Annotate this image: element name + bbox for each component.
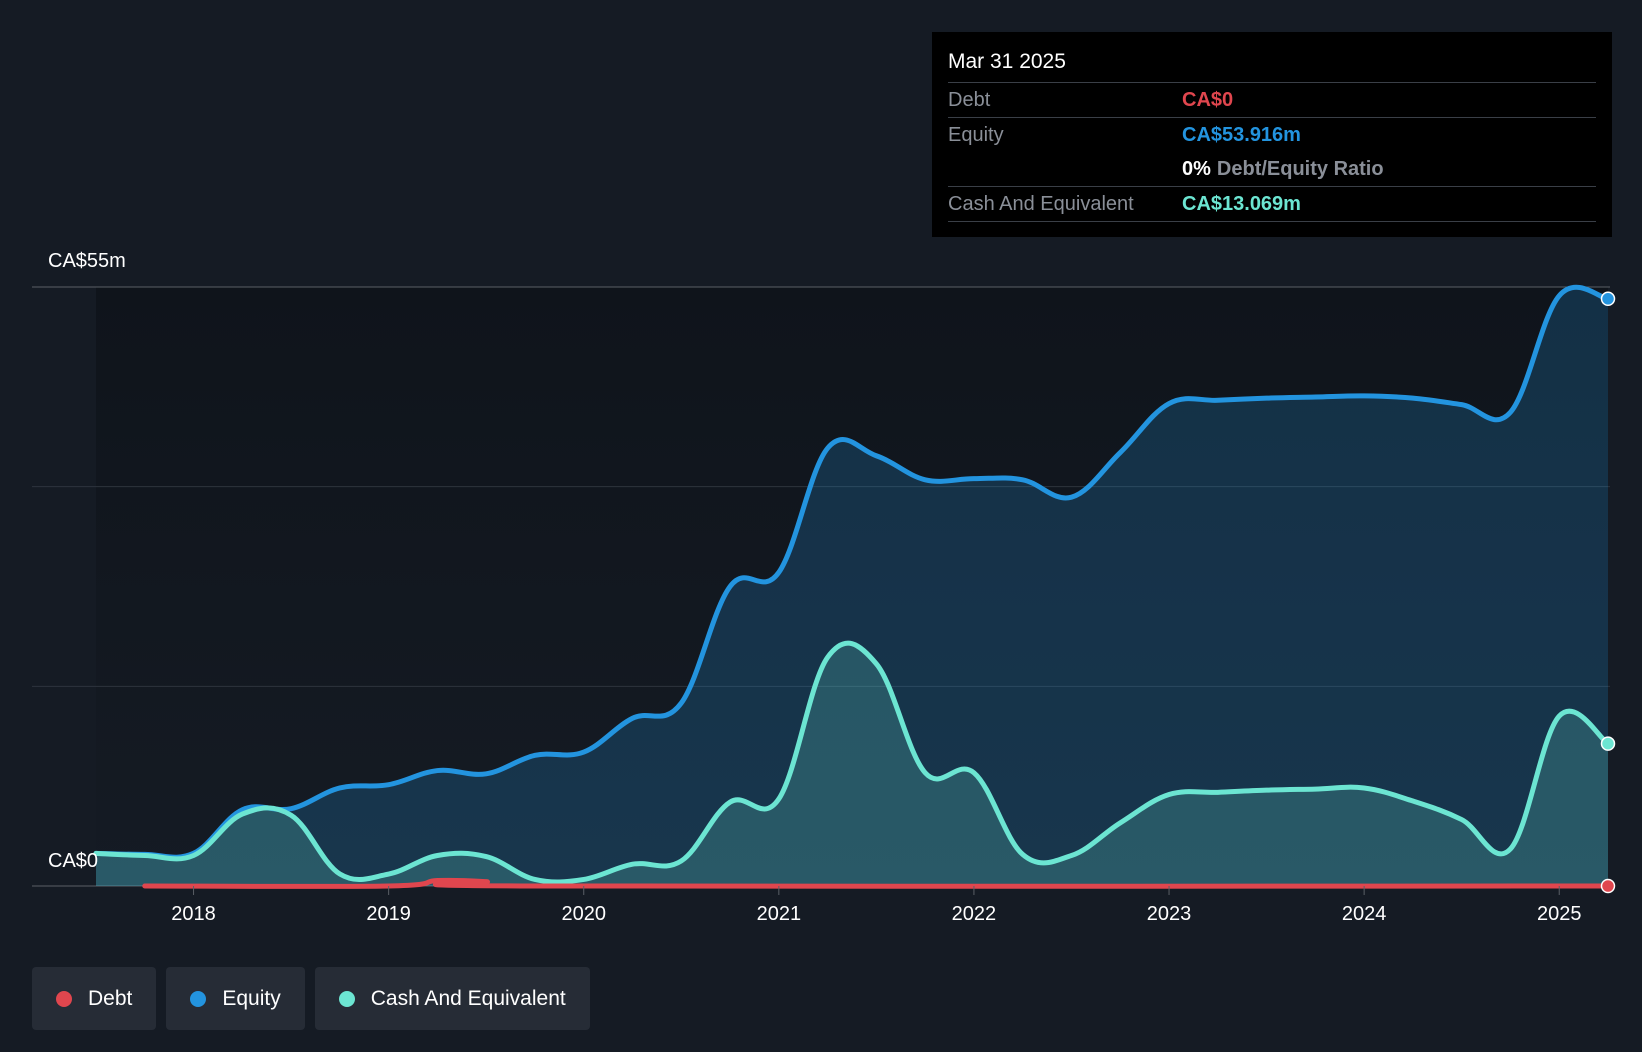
x-tick-label: 2020 [561, 903, 606, 925]
x-tick-label: 2024 [1342, 903, 1387, 925]
y-axis-min-label: CA$0 [48, 850, 99, 872]
x-tick-label: 2023 [1147, 903, 1192, 925]
legend-dot-cash [338, 990, 355, 1007]
tooltip-debt-row: Debt CA$0 [948, 83, 1596, 118]
legend-label-equity: Equity [222, 986, 281, 1010]
x-tick-label: 2018 [171, 903, 216, 925]
legend-label-debt: Debt [88, 986, 133, 1010]
x-tick-label: 2025 [1537, 903, 1582, 925]
x-tick-label: 2021 [757, 903, 802, 925]
cash-and-equivalent-area [96, 643, 1608, 886]
tooltip-debt-label: Debt [948, 89, 991, 111]
legend-dot-equity [190, 990, 207, 1007]
y-axis-max-label: CA$55m [48, 250, 126, 272]
legend-item-cash[interactable]: Cash And Equivalent [314, 967, 590, 1030]
cash-and-equivalent-line [93, 640, 1611, 885]
tooltip-panel: Mar 31 2025 Debt CA$0 Equity CA$53.916m … [932, 32, 1612, 237]
tooltip-date: Mar 31 2025 [948, 32, 1596, 83]
equity-end-marker [1600, 291, 1616, 307]
tooltip-cash-value: CA$13.069m [1182, 193, 1301, 215]
cash-and-equivalent-end-marker [1600, 736, 1616, 751]
tooltip-debt-value: CA$0 [1182, 89, 1234, 111]
legend-item-debt[interactable]: Debt [32, 967, 157, 1030]
tooltip-cash-row: Cash And Equivalent CA$13.069m [948, 187, 1596, 222]
chart-legend: Debt Equity Cash And Equivalent [32, 967, 590, 1030]
legend-dot-debt [56, 990, 72, 1007]
equity-area [96, 287, 1608, 887]
tooltip-equity-row: Equity CA$53.916m [948, 118, 1596, 152]
tooltip-equity-label: Equity [948, 124, 1004, 146]
x-tick-label: 2022 [952, 903, 997, 925]
x-tick-label: 2019 [366, 903, 411, 925]
tooltip-ratio-row: 0% Debt/Equity Ratio [948, 152, 1596, 187]
legend-label-cash: Cash And Equivalent [370, 986, 566, 1010]
equity-line [93, 284, 1611, 860]
debt-line [142, 877, 1611, 889]
tooltip-ratio-value: 0% [1182, 158, 1211, 180]
debt-end-marker [1600, 878, 1616, 894]
tooltip-cash-label: Cash And Equivalent [948, 193, 1134, 215]
tooltip-ratio-label: Debt/Equity Ratio [1216, 158, 1384, 180]
tooltip-equity-value: CA$53.916m [1182, 124, 1301, 146]
legend-item-equity[interactable]: Equity [166, 967, 305, 1030]
